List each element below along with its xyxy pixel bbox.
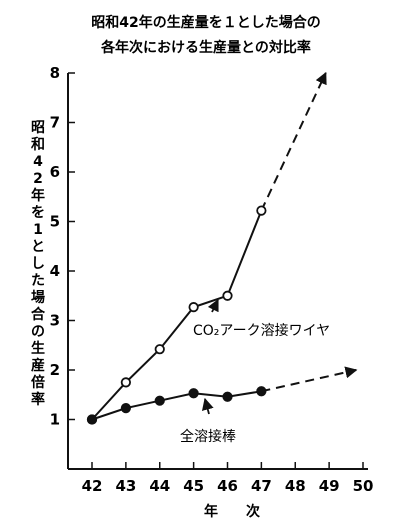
x-tick-label: 43 [115,477,136,495]
data-point [154,344,165,355]
y-tick-label: 3 [50,312,60,330]
y-tick-label: 2 [50,361,60,379]
x-axis-label: 年 次 [204,503,260,520]
data-point [256,205,267,216]
series-label-2: 全溶接棒 [180,428,236,445]
annotation-arrow-1 [207,298,219,313]
data-point [256,386,267,397]
series-line-1 [91,210,263,421]
data-point [188,388,199,399]
data-point [120,377,131,388]
series-line-2 [91,390,262,421]
x-tick-label: 47 [251,477,272,495]
series-projection-2 [261,366,358,393]
y-axis-label: 昭和 4 2 年を 1 とした場合の生産倍率 [31,120,46,408]
data-point [188,302,199,313]
y-tick-label: 7 [50,114,60,132]
data-point [222,391,233,402]
annotation-arrow-2 [201,397,214,415]
data-point [86,414,98,425]
y-tick-label: 8 [50,64,60,82]
data-point [120,403,131,414]
chart-title: 昭和42年の生産量を１とした場合の [91,14,320,31]
y-tick-label: 5 [50,213,60,231]
x-tick-label: 49 [319,477,340,495]
y-tick-label: 1 [50,411,60,429]
chart-subtitle: 各年次における生産量との対比率 [100,39,311,56]
y-tick-label: 4 [50,262,60,280]
x-tick-label: 42 [82,477,103,495]
y-tick-label: 6 [50,163,60,181]
data-point [154,395,165,406]
data-point [222,290,233,301]
x-tick-label: 44 [149,477,170,495]
x-tick-label: 46 [217,477,238,495]
series-projection-1 [260,71,327,212]
x-tick-label: 45 [183,477,204,495]
x-tick-label: 48 [285,477,306,495]
series-label-1: CO₂アーク溶接ワイヤ [193,322,330,339]
x-tick-label: 50 [353,477,374,495]
